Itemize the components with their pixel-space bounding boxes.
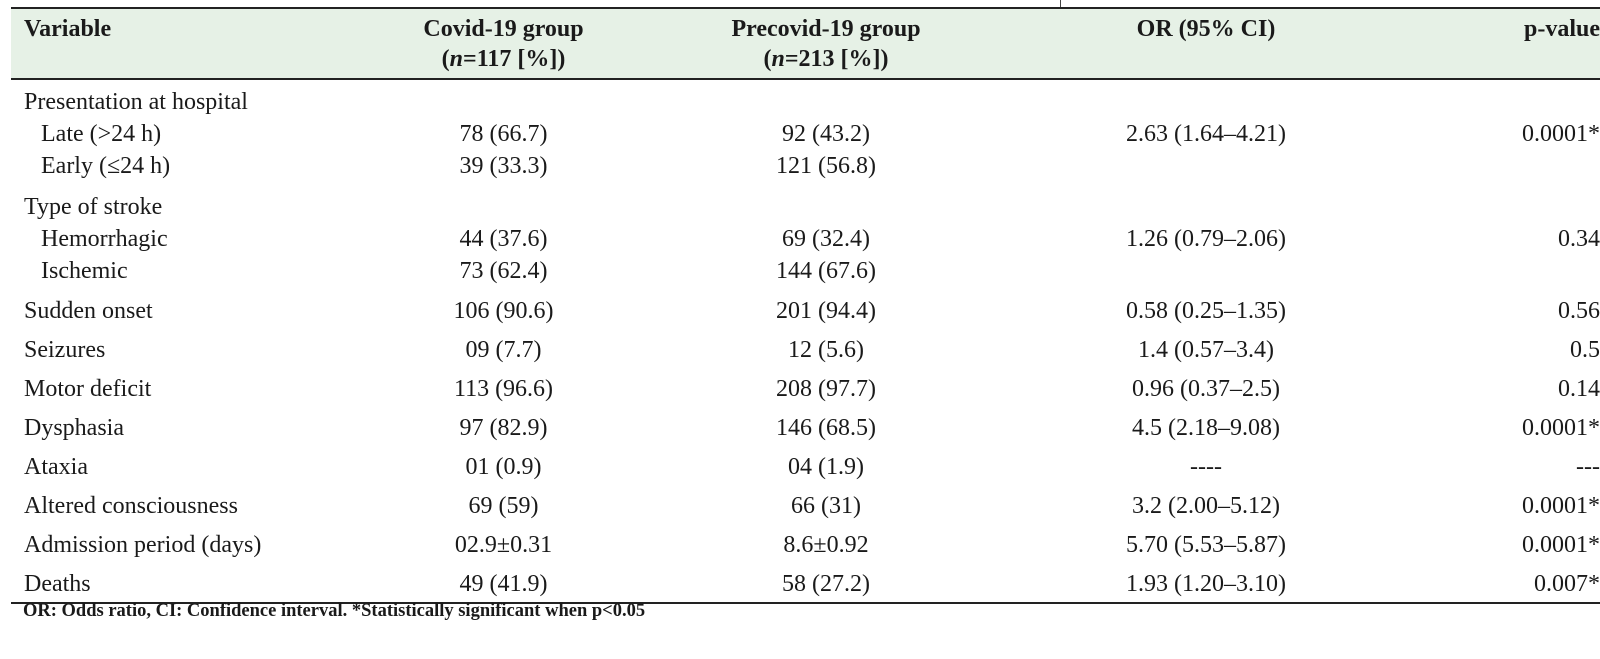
header-covid-group: Covid-19 group (n=117 [%]) xyxy=(351,9,656,80)
table-row: Ataxia 01 (0.9) 04 (1.9) ---- --- xyxy=(11,446,1600,485)
cell-or: 0.58 (0.25–1.35) xyxy=(1126,298,1286,324)
cell-p: 0.14 xyxy=(1558,376,1600,402)
table-row: Altered consciousness 69 (59) 66 (31) 3.… xyxy=(11,485,1600,524)
row-label: Seizures xyxy=(24,337,106,363)
cell-p: 0.5 xyxy=(1570,337,1600,363)
cell-or: ---- xyxy=(1190,454,1222,480)
row-label: Ischemic xyxy=(41,258,128,284)
row-label: Dysphasia xyxy=(24,415,124,441)
cell-covid: 01 (0.9) xyxy=(465,454,542,480)
cropped-caption-fragment xyxy=(1060,0,1061,7)
cell-or: 1.26 (0.79–2.06) xyxy=(1126,226,1286,252)
row-label: Altered consciousness xyxy=(24,493,238,519)
cell-precovid: 12 (5.6) xyxy=(788,337,864,363)
row-label: Ataxia xyxy=(24,454,88,480)
cell-covid: 73 (62.4) xyxy=(459,258,548,284)
table-footnote: OR: Odds ratio, CI: Confidence interval.… xyxy=(23,601,646,621)
cell-p: 0.0001* xyxy=(1522,532,1600,558)
header-covid-line2: (n=117 [%]) xyxy=(441,46,566,72)
cell-p: 0.0001* xyxy=(1522,493,1600,519)
row-label: Late (>24 h) xyxy=(41,121,162,147)
cell-covid: 113 (96.6) xyxy=(453,376,554,402)
cell-or: 5.70 (5.53–5.87) xyxy=(1126,532,1286,558)
cell-precovid: 58 (27.2) xyxy=(656,563,996,604)
table-row-group-stroke: Type of stroke xyxy=(11,185,1600,223)
cell-precovid: 04 (1.9) xyxy=(788,454,864,480)
cell-precovid: 8.6±0.92 xyxy=(783,532,869,558)
row-label: Sudden onset xyxy=(24,298,153,324)
row-label: Hemorrhagic xyxy=(41,226,168,252)
cell-or: 4.5 (2.18–9.08) xyxy=(1132,415,1280,441)
cell-or: 1.4 (0.57–3.4) xyxy=(1138,337,1274,363)
table-row: Dysphasia 97 (82.9) 146 (68.5) 4.5 (2.18… xyxy=(11,407,1600,446)
group-label: Presentation at hospital xyxy=(24,89,248,115)
cell-covid: 49 (41.9) xyxy=(351,563,656,604)
cell-covid: 106 (90.6) xyxy=(453,298,554,324)
table-header-row: Variable Covid-19 group (n=117 [%]) Prec… xyxy=(11,9,1600,80)
header-covid-line1: Covid-19 group xyxy=(423,16,584,42)
cell-precovid: 208 (97.7) xyxy=(776,376,876,402)
cell-or: 0.96 (0.37–2.5) xyxy=(1132,376,1280,402)
header-p-value: p-value xyxy=(1416,9,1600,80)
cell-or: 1.93 (1.20–3.10) xyxy=(996,563,1416,604)
cell-covid: 39 (33.3) xyxy=(459,153,548,179)
table-top-rule xyxy=(11,7,1600,9)
cell-p: --- xyxy=(1576,454,1600,480)
cell-p: 0.0001* xyxy=(1522,121,1600,147)
table-row-group-presentation: Presentation at hospital xyxy=(11,79,1600,118)
cell-precovid: 121 (56.8) xyxy=(776,153,876,179)
cell-p: 0.34 xyxy=(1558,226,1600,252)
group-label: Type of stroke xyxy=(24,194,163,220)
table-row: Hemorrhagic 44 (37.6) 69 (32.4) 1.26 (0.… xyxy=(11,223,1600,255)
cell-or: 2.63 (1.64–4.21) xyxy=(1126,121,1286,147)
header-or-ci: OR (95% CI) xyxy=(996,9,1416,80)
header-precovid-group: Precovid-19 group (n=213 [%]) xyxy=(656,9,996,80)
header-precovid-line2: (n=213 [%]) xyxy=(763,46,889,72)
row-label: Deaths xyxy=(11,563,351,604)
cell-covid: 69 (59) xyxy=(468,493,539,519)
cell-p: 0.007* xyxy=(1416,563,1600,604)
cell-covid: 02.9±0.31 xyxy=(454,532,553,558)
row-label: Early (≤24 h) xyxy=(41,153,171,179)
table-row: Seizures 09 (7.7) 12 (5.6) 1.4 (0.57–3.4… xyxy=(11,329,1600,368)
cell-precovid: 92 (43.2) xyxy=(782,121,870,147)
cell-precovid: 144 (67.6) xyxy=(776,258,876,284)
cell-covid: 44 (37.6) xyxy=(459,226,548,252)
cell-or: 3.2 (2.00–5.12) xyxy=(1132,493,1280,519)
cell-covid: 09 (7.7) xyxy=(465,337,542,363)
cell-precovid: 69 (32.4) xyxy=(782,226,870,252)
cell-p: 0.0001* xyxy=(1522,415,1600,441)
row-label: Motor deficit xyxy=(24,376,152,402)
table-row: Late (>24 h) 78 (66.7) 92 (43.2) 2.63 (1… xyxy=(11,118,1600,150)
table-row: Sudden onset 106 (90.6) 201 (94.4) 0.58 … xyxy=(11,290,1600,329)
table-row: Motor deficit 113 (96.6) 208 (97.7) 0.96… xyxy=(11,368,1600,407)
table-row: Early (≤24 h) 39 (33.3) 121 (56.8) xyxy=(11,150,1600,185)
cell-covid: 97 (82.9) xyxy=(459,415,548,441)
header-precovid-line1: Precovid-19 group xyxy=(731,16,921,42)
results-table: Variable Covid-19 group (n=117 [%]) Prec… xyxy=(11,9,1600,604)
cell-precovid: 201 (94.4) xyxy=(776,298,876,324)
table-row: Deaths 49 (41.9) 58 (27.2) 1.93 (1.20–3.… xyxy=(11,563,1600,604)
table-row: Ischemic 73 (62.4) 144 (67.6) xyxy=(11,255,1600,290)
cell-precovid: 66 (31) xyxy=(791,493,861,519)
cell-covid: 78 (66.7) xyxy=(459,121,548,147)
table-row: Admission period (days) 02.9±0.31 8.6±0.… xyxy=(11,524,1600,563)
cell-precovid: 146 (68.5) xyxy=(776,415,876,441)
header-variable: Variable xyxy=(11,9,351,80)
row-label: Admission period (days) xyxy=(24,532,262,558)
cell-p: 0.56 xyxy=(1558,298,1600,324)
